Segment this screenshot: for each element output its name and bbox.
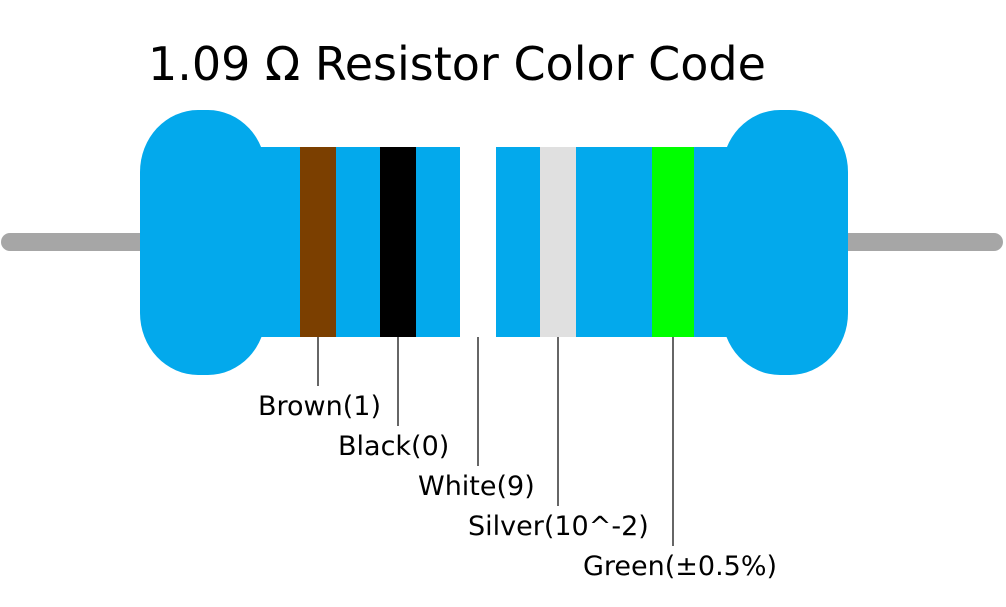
title: 1.09 Ω Resistor Color Code bbox=[148, 37, 766, 91]
band-label: White(9) bbox=[418, 471, 535, 502]
right-cap bbox=[722, 110, 848, 375]
band-label: Black(0) bbox=[338, 431, 449, 462]
left-cap bbox=[140, 110, 266, 375]
band-white bbox=[460, 147, 496, 337]
band-label: Green(±0.5%) bbox=[583, 551, 777, 582]
band-silver bbox=[540, 147, 576, 337]
band-label: Silver(10^-2) bbox=[468, 511, 649, 542]
band-label: Brown(1) bbox=[258, 391, 381, 422]
band-brown bbox=[300, 147, 336, 337]
band-black bbox=[380, 147, 416, 337]
band-green bbox=[652, 147, 694, 337]
